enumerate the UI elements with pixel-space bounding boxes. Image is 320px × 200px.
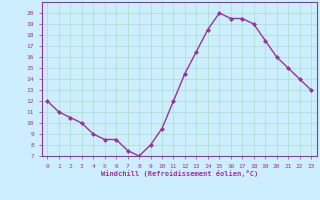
X-axis label: Windchill (Refroidissement éolien,°C): Windchill (Refroidissement éolien,°C) xyxy=(100,170,258,177)
